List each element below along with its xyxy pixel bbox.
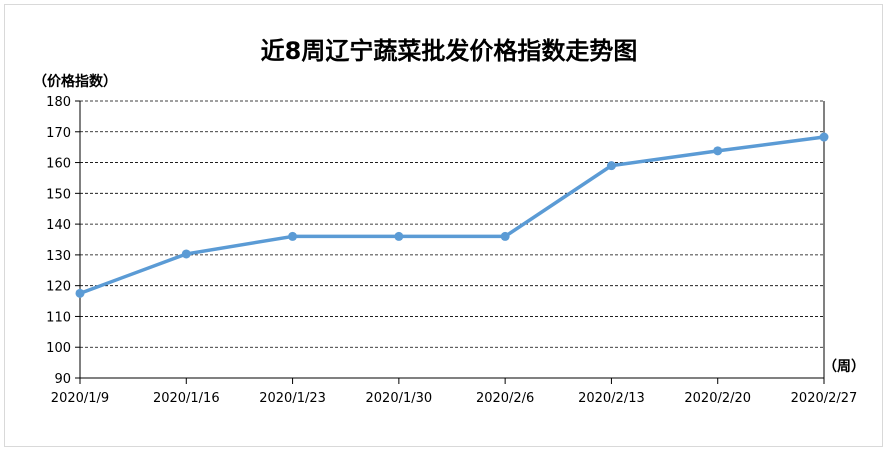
x-tick-labels: 2020/1/9 2020/1/16 2020/1/23 2020/1/30 2020/… <box>51 391 858 406</box>
data-point <box>288 231 298 241</box>
data-point <box>819 132 829 142</box>
gridlines <box>80 100 824 348</box>
x-tick-label: 2020/1/9 <box>51 391 109 406</box>
line-chart: 近8周辽宁蔬菜批发价格指数走势图 （价格指数） （周） 90 100 110 120 1… <box>33 37 865 406</box>
x-tick-label: 2020/2/20 <box>684 391 751 406</box>
chart-frame: 近8周辽宁蔬菜批发价格指数走势图 （价格指数） （周） 90 100 110 120 1… <box>4 4 883 447</box>
y-axis-label: （价格指数） <box>33 73 117 90</box>
data-point <box>606 161 616 171</box>
data-point <box>181 249 191 259</box>
y-tick-labels: 90 100 110 120 130 140 150 160 170 180 <box>46 95 71 387</box>
y-tick-label: 90 <box>54 372 71 387</box>
x-tick-label: 2020/1/23 <box>259 391 326 406</box>
data-point <box>394 231 404 241</box>
chart-title: 近8周辽宁蔬菜批发价格指数走势图 <box>261 37 638 65</box>
x-tick-label: 2020/1/16 <box>153 391 220 406</box>
x-tick-label: 2020/2/27 <box>791 391 858 406</box>
y-tick-label: 130 <box>46 249 71 264</box>
data-point <box>75 288 85 298</box>
series-line <box>78 135 826 296</box>
y-tick-label: 100 <box>46 341 71 356</box>
x-tick-label: 2020/1/30 <box>366 391 433 406</box>
x-tick-label: 2020/2/13 <box>578 391 645 406</box>
series <box>75 132 829 298</box>
y-tick-label: 150 <box>46 187 71 202</box>
axes <box>75 100 825 384</box>
y-tick-label: 180 <box>46 95 71 110</box>
data-point <box>713 146 723 156</box>
data-point <box>500 231 510 241</box>
y-tick-label: 140 <box>46 218 71 233</box>
y-tick-label: 110 <box>46 310 71 325</box>
x-axis-label: （周） <box>823 359 865 375</box>
y-tick-label: 160 <box>46 157 71 172</box>
y-tick-label: 120 <box>46 280 71 295</box>
x-tick-label: 2020/2/6 <box>476 391 534 406</box>
y-tick-label: 170 <box>46 126 71 141</box>
